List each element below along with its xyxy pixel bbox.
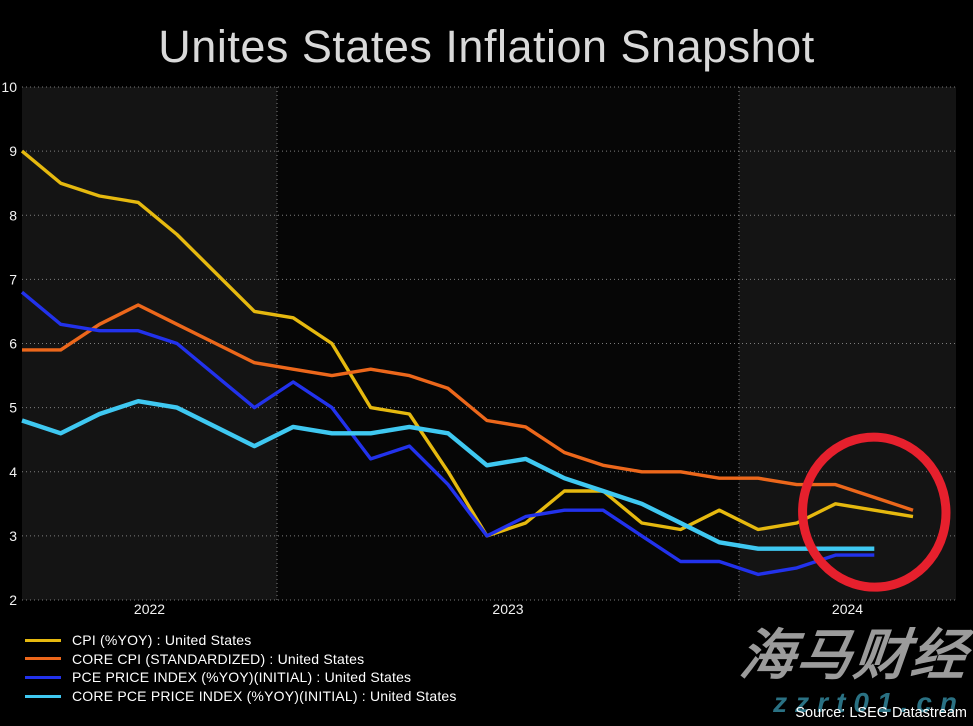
y-tick-label-10: 10 [1,79,17,95]
legend: CPI (%YOY) : United States CORE CPI (STA… [25,631,457,705]
series-line-0 [20,149,914,538]
legend-label-core-cpi: CORE CPI (STANDARDIZED) : United States [72,650,365,667]
y-tick-label-9: 9 [9,143,17,159]
x-year-label-2022: 2022 [134,601,165,617]
source-attribution: Source: LSEG Datastream [795,705,967,721]
legend-swatch-cpi [25,638,61,642]
watermark-site: zzrt01.cn [773,687,965,718]
chart-title: Unites States Inflation Snapshot [158,21,815,72]
legend-item-core-cpi: CORE CPI (STANDARDIZED) : United States [25,650,457,669]
legend-label-cpi: CPI (%YOY) : United States [72,632,252,649]
y-tick-label-8: 8 [9,207,17,223]
legend-item-cpi: CPI (%YOY) : United States [25,631,457,650]
y-tick-label-2: 2 [9,592,17,608]
y-tick-label-3: 3 [9,528,17,544]
legend-swatch-core-pce [25,694,61,698]
legend-label-pce: PCE PRICE INDEX (%YOY)(INITIAL) : United… [72,669,412,686]
series-line-2 [20,290,875,577]
series-line-3 [21,399,875,551]
y-tick-label-4: 4 [9,464,17,480]
y-tick-label-7: 7 [9,271,17,287]
year-band-2024 [739,87,956,600]
y-tick-label-6: 6 [9,336,17,352]
legend-item-pce: PCE PRICE INDEX (%YOY)(INITIAL) : United… [25,668,457,687]
series-line-1 [22,303,914,512]
annotation-highlight-circle [798,432,951,592]
legend-label-core-pce: CORE PCE PRICE INDEX (%YOY)(INITIAL) : U… [72,688,457,705]
legend-swatch-core-cpi [25,657,61,661]
y-tick-label-5: 5 [9,400,17,416]
legend-swatch-pce [25,675,61,679]
legend-item-core-pce: CORE PCE PRICE INDEX (%YOY)(INITIAL) : U… [25,687,457,706]
x-year-label-2024: 2024 [832,601,863,617]
x-year-label-2023: 2023 [492,601,523,617]
watermark-brand: 海马财经 [736,624,972,686]
